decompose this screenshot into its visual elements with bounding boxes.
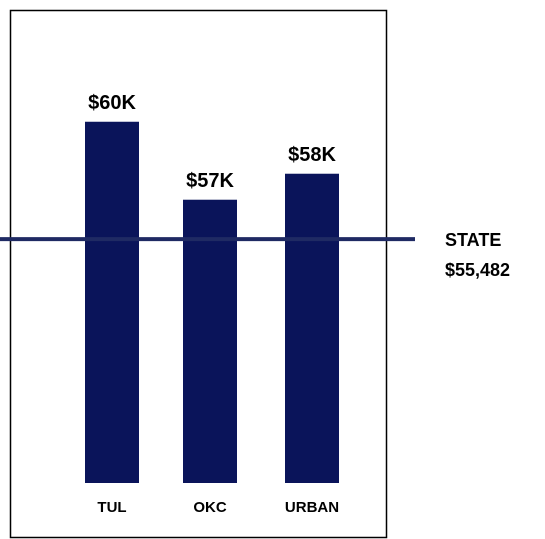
chart-frame	[9, 9, 388, 539]
reference-label: STATE	[445, 230, 501, 250]
x-tick-label: URBAN	[285, 499, 339, 516]
bar	[85, 121, 139, 483]
data-label: $60K	[88, 92, 136, 114]
bar	[183, 199, 237, 483]
data-label: $58K	[288, 144, 336, 166]
reference-value-label: $55,482	[445, 260, 510, 280]
x-tick-label: TUL	[97, 499, 126, 516]
bar	[285, 173, 339, 483]
x-tick-label: OKC	[193, 499, 227, 516]
data-label: $57K	[186, 170, 234, 192]
